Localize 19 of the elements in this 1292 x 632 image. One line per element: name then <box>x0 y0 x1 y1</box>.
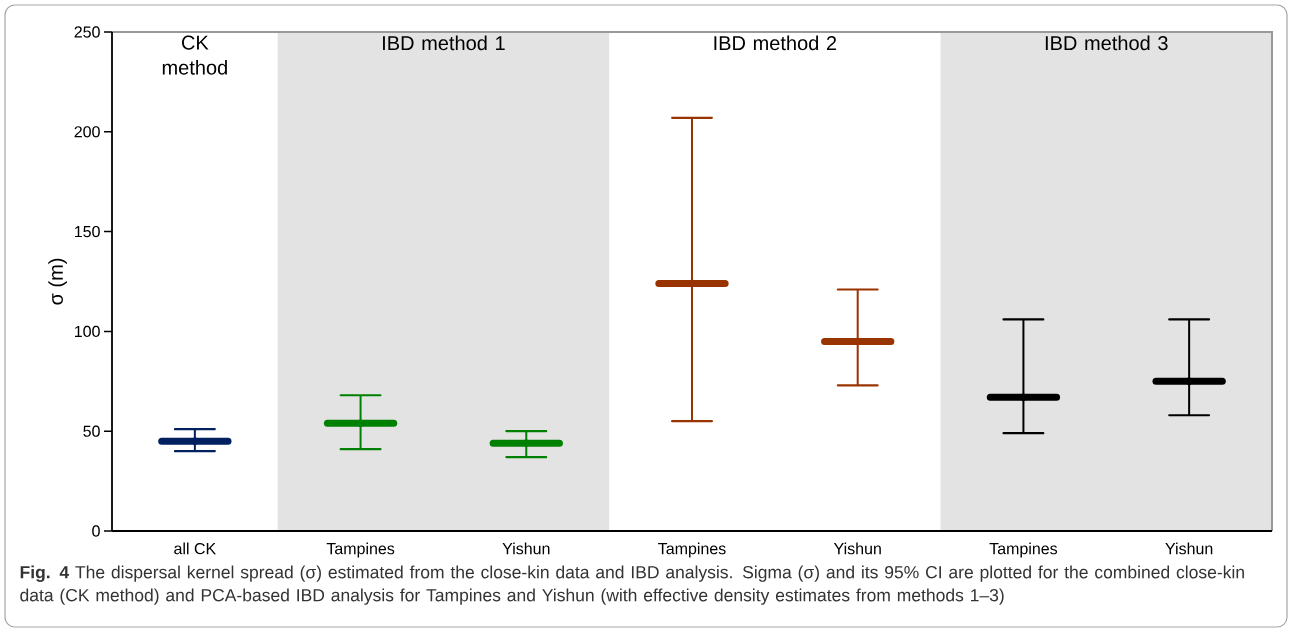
annotation: IBD method 1 <box>383 35 505 51</box>
annotation: IBD method 3 <box>1045 35 1168 51</box>
y-tick-label: 50 <box>83 425 100 437</box>
x-tick-label: Yishun <box>502 542 550 555</box>
annotation: CK method <box>162 35 227 75</box>
y-axis-title: σ (m) <box>48 258 67 305</box>
x-tick-label: Tampines <box>658 542 726 558</box>
x-tick-label: Tampines <box>326 542 395 558</box>
y-tick-label: 0 <box>92 525 100 537</box>
x-tick-label: Yishun <box>1165 542 1213 555</box>
y-tick-label: 250 <box>74 26 100 38</box>
annotation: IBD method 2 <box>714 35 837 51</box>
x-tick-label: Tampines <box>989 542 1058 558</box>
x-tick-label: Yishun <box>833 542 881 555</box>
y-tick-label: 150 <box>75 225 100 238</box>
text: Fig. 4 The dispersal kernel spread (σ) estimated from the close-kin data and IBD analysis. Sigma (σ) and its 95% CI are plotted for the combined close-kin data (CK method) and PCA-based IBD analysis for Tampines and Yishun (with effective density estimates from methods 1–3) <box>20 565 1244 605</box>
y-tick-label: 200 <box>74 126 100 138</box>
y-tick-label: 100 <box>75 325 100 338</box>
x-tick-label: all CK <box>174 542 216 555</box>
